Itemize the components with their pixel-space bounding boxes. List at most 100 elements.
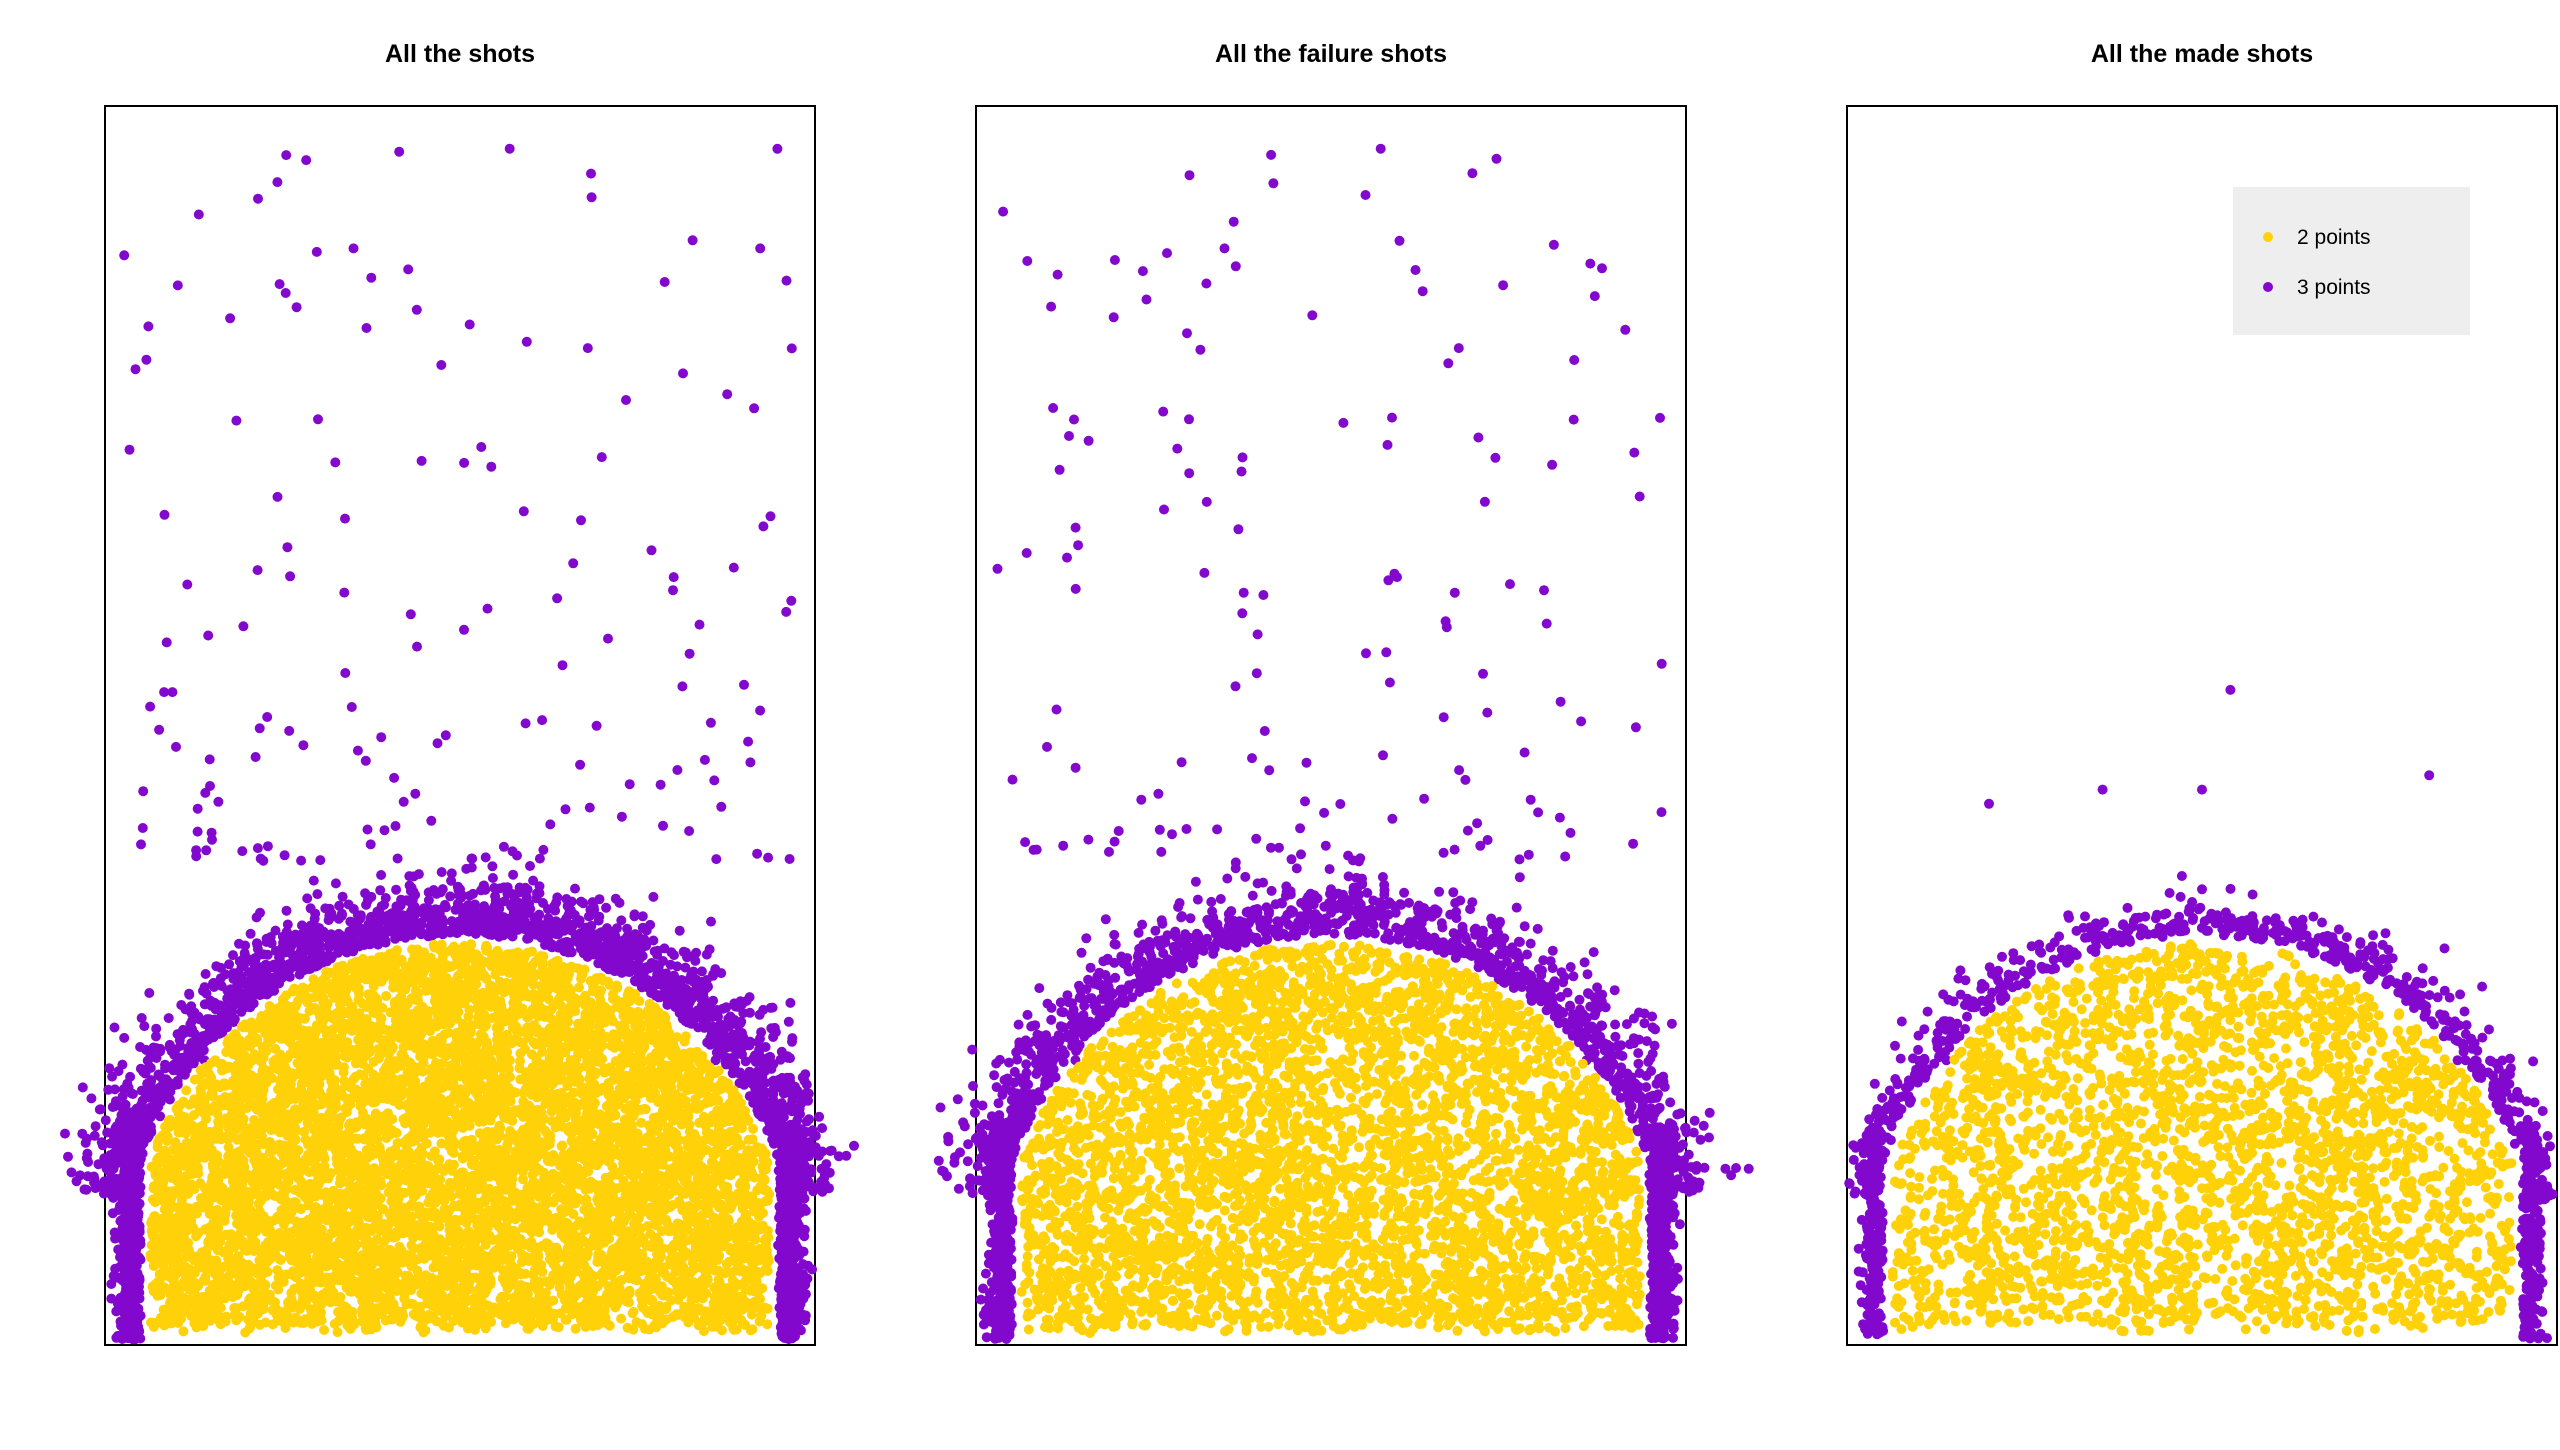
data-point-3-points bbox=[193, 209, 204, 220]
data-point-3-points bbox=[445, 891, 456, 902]
data-point-3-points bbox=[438, 917, 449, 928]
data-point-3-points bbox=[800, 1289, 811, 1300]
data-point-3-points bbox=[376, 870, 387, 880]
data-point-3-points bbox=[279, 966, 290, 977]
data-point-3-points bbox=[136, 1013, 147, 1023]
data-point-3-points bbox=[436, 867, 447, 878]
data-point-3-points bbox=[774, 1212, 784, 1223]
data-point-3-points bbox=[134, 1221, 145, 1232]
data-point-3-points bbox=[592, 929, 603, 940]
data-point-3-points bbox=[355, 913, 366, 924]
data-point-3-points bbox=[334, 900, 345, 911]
data-point-3-points bbox=[262, 949, 273, 960]
data-point-3-points bbox=[460, 912, 471, 923]
data-point-3-points bbox=[787, 1036, 797, 1047]
data-point-3-points bbox=[796, 1171, 807, 1181]
data-point-3-points bbox=[251, 912, 262, 923]
data-point-3-points bbox=[204, 754, 215, 765]
data-point-3-points bbox=[565, 905, 576, 916]
data-point-3-points bbox=[116, 1320, 126, 1331]
data-point-3-points bbox=[137, 823, 148, 833]
data-point-3-points bbox=[749, 403, 760, 414]
data-point-3-points bbox=[648, 891, 659, 902]
data-point-3-points bbox=[575, 759, 586, 770]
data-point-3-points bbox=[440, 730, 451, 741]
data-point-3-points bbox=[795, 1207, 806, 1218]
data-point-3-points bbox=[603, 932, 614, 943]
data-point-3-points bbox=[738, 1032, 749, 1043]
data-point-3-points bbox=[765, 511, 776, 522]
data-point-3-points bbox=[252, 565, 263, 576]
data-point-3-points bbox=[119, 1032, 130, 1043]
data-point-3-points bbox=[505, 888, 515, 898]
data-point-3-points bbox=[130, 364, 141, 375]
data-point-3-points bbox=[799, 1231, 810, 1242]
data-point-3-points bbox=[171, 741, 181, 752]
data-point-3-points bbox=[227, 1013, 238, 1024]
data-point-3-points bbox=[589, 904, 600, 915]
data-point-3-points bbox=[758, 521, 769, 532]
data-point-3-points bbox=[252, 843, 263, 854]
data-point-3-points bbox=[284, 725, 295, 736]
data-point-3-points bbox=[151, 1031, 161, 1042]
data-point-3-points bbox=[399, 931, 410, 942]
data-point-3-points bbox=[132, 1176, 142, 1187]
data-point-3-points bbox=[192, 803, 203, 814]
data-point-3-points bbox=[100, 1115, 111, 1126]
data-point-3-points bbox=[262, 712, 273, 722]
data-point-3-points bbox=[667, 987, 678, 998]
data-point-3-points bbox=[71, 1176, 82, 1187]
data-point-3-points bbox=[576, 515, 586, 526]
data-point-3-points bbox=[111, 1332, 122, 1343]
data-point-3-points bbox=[625, 941, 636, 952]
data-point-3-points bbox=[525, 861, 535, 871]
data-point-3-points bbox=[807, 1264, 817, 1275]
data-point-3-points bbox=[234, 998, 245, 1009]
data-point-3-points bbox=[777, 1291, 787, 1302]
data-point-3-points bbox=[192, 826, 203, 837]
data-point-3-points bbox=[668, 572, 679, 583]
data-point-3-points bbox=[754, 1009, 765, 1020]
data-point-3-points bbox=[142, 1078, 153, 1089]
data-point-3-points bbox=[281, 905, 292, 916]
data-point-3-points bbox=[324, 903, 335, 914]
data-point-3-points bbox=[586, 192, 597, 203]
data-point-3-points bbox=[253, 950, 264, 961]
data-point-3-points bbox=[684, 648, 695, 659]
data-point-3-points bbox=[297, 920, 307, 931]
data-point-3-points bbox=[499, 896, 510, 907]
data-point-3-points bbox=[537, 715, 548, 726]
data-point-3-points bbox=[773, 1240, 784, 1251]
data-point-3-points bbox=[716, 801, 727, 812]
data-point-3-points bbox=[699, 754, 710, 765]
data-point-3-points bbox=[362, 824, 373, 835]
data-point-3-points bbox=[263, 984, 273, 995]
data-point-3-points bbox=[678, 368, 688, 379]
data-point-3-points bbox=[482, 603, 493, 614]
data-point-3-points bbox=[621, 395, 631, 405]
data-point-3-points bbox=[520, 882, 531, 893]
data-point-3-points bbox=[724, 1057, 735, 1068]
data-point-3-points bbox=[825, 1146, 836, 1156]
data-point-3-points bbox=[787, 1159, 798, 1170]
data-point-3-points bbox=[707, 1037, 718, 1047]
data-point-3-points bbox=[184, 989, 195, 1000]
data-point-3-points bbox=[782, 1051, 793, 1062]
data-point-3-points bbox=[777, 1277, 788, 1287]
data-point-3-points bbox=[89, 1177, 99, 1188]
data-point-3-points bbox=[138, 1138, 149, 1149]
data-point-3-points bbox=[117, 1059, 128, 1070]
data-point-3-points bbox=[455, 884, 465, 895]
data-point-3-points bbox=[182, 579, 193, 590]
data-point-3-points bbox=[398, 796, 409, 807]
data-point-3-points bbox=[104, 1063, 115, 1074]
data-point-3-points bbox=[281, 150, 292, 161]
data-point-3-points bbox=[548, 926, 559, 937]
data-point-3-points bbox=[63, 1151, 73, 1162]
data-point-3-points bbox=[323, 941, 334, 952]
data-point-3-points bbox=[781, 275, 792, 286]
data-point-3-points bbox=[802, 1143, 813, 1153]
data-point-3-points bbox=[781, 1192, 792, 1203]
data-point-3-points bbox=[518, 506, 529, 517]
data-point-3-points bbox=[272, 177, 283, 188]
